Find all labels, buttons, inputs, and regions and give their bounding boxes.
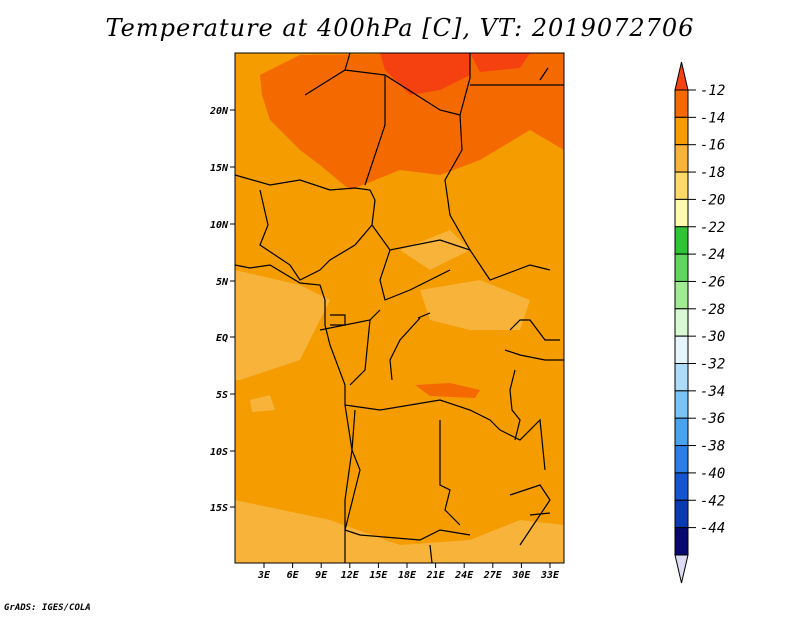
grads-credit: GrADS: IGES/COLA xyxy=(4,603,91,613)
lat-tick-label: 10S xyxy=(210,447,228,458)
colorbar-segment xyxy=(674,417,689,447)
colorbar-label: -16 xyxy=(700,138,725,154)
coastlines xyxy=(234,67,551,563)
colorbar-label: -34 xyxy=(700,384,725,400)
lon-tick-label: 24E xyxy=(454,570,474,581)
lat-tick-label: 5N xyxy=(216,277,229,288)
colorbar: -12 -14 -16 -18 -20 -22 -24 -26 -28 -30 -32 -34 -36 -… xyxy=(674,61,725,584)
colorbar-segment xyxy=(674,116,689,146)
lon-tick-label: 9E xyxy=(315,570,328,581)
colorbar-label: -20 xyxy=(700,192,725,208)
colorbar-segment xyxy=(674,171,689,200)
colorbar-segment xyxy=(674,445,689,474)
colorbar-label: -24 xyxy=(700,247,725,263)
lat-tick-label: 5S xyxy=(216,390,228,401)
colorbar-segment xyxy=(674,198,689,228)
colorbar-label: -40 xyxy=(700,466,725,482)
colorbar-segment xyxy=(674,280,689,310)
colorbar-segment xyxy=(674,363,689,392)
colorbar-segment xyxy=(674,499,689,529)
lon-tick-label: 21E xyxy=(426,570,446,581)
colorbar-segment xyxy=(674,226,689,255)
lon-tick-label: 33E xyxy=(540,570,560,581)
lat-tick-label: 10N xyxy=(210,220,229,231)
map-frame xyxy=(234,52,565,564)
lat-tick-label: EQ xyxy=(216,333,228,344)
colorbar-segment xyxy=(674,527,689,556)
colorbar-segment xyxy=(674,144,689,173)
colorbar-label: -14 xyxy=(700,110,725,126)
lat-tick-label: 15S xyxy=(210,503,228,514)
colorbar-label: -22 xyxy=(700,220,725,236)
colorbar-label: -18 xyxy=(700,165,725,181)
colorbar-bottom-arrow xyxy=(674,554,689,584)
lon-tick-label: 3E xyxy=(257,570,271,581)
latitude-axis: 20N 15N 10N 5N EQ 5S 10S 15S xyxy=(209,106,235,514)
lat-tick-label: 20N xyxy=(209,106,229,117)
colorbar-segment xyxy=(674,253,689,282)
colorbar-segment xyxy=(674,308,689,337)
country-borders xyxy=(234,52,564,564)
colorbar-label: -32 xyxy=(700,357,725,373)
colorbar-label: -28 xyxy=(700,302,725,318)
colorbar-label: -26 xyxy=(700,274,725,290)
colorbar-segment xyxy=(674,390,689,419)
temperature-field xyxy=(235,53,564,563)
colorbar-segment xyxy=(674,472,689,501)
colorbar-label: -44 xyxy=(700,521,725,537)
colorbar-segment xyxy=(674,335,689,364)
lon-tick-label: 15E xyxy=(369,570,388,581)
lon-tick-label: 6E xyxy=(287,570,300,581)
colorbar-label: -42 xyxy=(700,493,725,509)
lon-tick-label: 27E xyxy=(483,570,503,581)
lon-tick-label: 30E xyxy=(511,570,531,581)
colorbar-label: -38 xyxy=(700,439,725,455)
colorbar-label: -30 xyxy=(700,329,725,345)
lat-tick-label: 15N xyxy=(210,163,229,174)
lon-tick-label: 18E xyxy=(398,570,417,581)
longitude-axis: 3E 6E 9E 12E 15E 18E 21E 24E 27E 30E 33E xyxy=(257,563,560,581)
map-title: Temperature at 400hPa [C], VT: 201907270… xyxy=(105,14,695,42)
colorbar-label: -36 xyxy=(700,411,725,427)
lon-tick-label: 12E xyxy=(341,570,360,581)
colorbar-top-arrow xyxy=(674,61,689,91)
colorbar-segment xyxy=(674,89,689,118)
colorbar-label: -12 xyxy=(700,83,725,99)
